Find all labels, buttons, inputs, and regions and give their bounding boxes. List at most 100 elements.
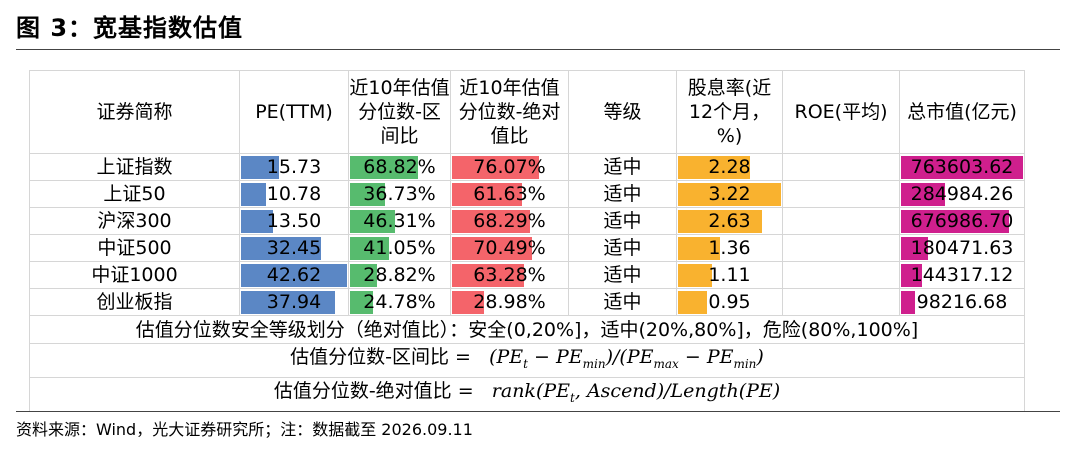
dividend-cell-value: 1.11 [708, 264, 751, 286]
formula-abs: 估值分位数-绝对值比 = rank(PEt, Ascend)/Length(PE… [29, 376, 1025, 412]
level-cell: 适中 [568, 234, 677, 262]
dividend-cell: 3.22 [676, 180, 783, 208]
table-row: 沪深300 13.50 46.31% 68.29% 适中 2.63 676986.70 [29, 207, 1025, 235]
market-cap-cell-bar [901, 237, 929, 260]
top-rule [16, 49, 1060, 50]
range-percentile-cell: 28.82% [348, 261, 451, 289]
dividend-cell: 1.36 [676, 234, 783, 262]
range-percentile-cell-value: 68.82% [363, 156, 436, 178]
abs-percentile-cell: 68.29% [450, 207, 569, 235]
abs-percentile-cell-value: 70.49% [473, 237, 546, 259]
header-market-cap: 总市值(亿元) [899, 70, 1025, 154]
range-percentile-cell: 46.31% [348, 207, 451, 235]
abs-percentile-cell-value: 63.28% [473, 264, 546, 286]
range-percentile-cell-bar [350, 156, 418, 179]
index-name: 上证50 [29, 180, 240, 208]
header-dividend: 股息率(近12个月，%) [676, 70, 783, 154]
header-level: 等级 [568, 70, 677, 154]
abs-percentile-cell: 76.07% [450, 153, 569, 181]
market-cap-cell-bar [901, 291, 915, 314]
pe-cell-bar [241, 237, 322, 260]
abs-percentile-cell: 63.28% [450, 261, 569, 289]
table-row: 中证500 32.45 41.05% 70.49% 适中 1.36 180471.63 [29, 234, 1025, 262]
range-percentile-cell-bar [350, 210, 395, 233]
dividend-cell-bar [678, 210, 762, 233]
table-row: 上证50 10.78 36.73% 61.63% 适中 3.22 284984.26 [29, 180, 1025, 208]
roe-cell [782, 288, 900, 316]
index-name: 上证指数 [29, 153, 240, 181]
range-percentile-cell: 24.78% [348, 288, 451, 316]
range-percentile-cell-bar [350, 291, 374, 314]
dividend-cell-bar [678, 291, 707, 314]
header-roe: ROE(平均) [782, 70, 900, 154]
market-cap-cell-value: 763603.62 [910, 156, 1014, 178]
grading-note-row: 估值分位数安全等级划分（绝对值比）：安全(0,20%]，适中(20%,80%]，… [29, 315, 1025, 344]
abs-percentile-cell-bar [452, 183, 523, 206]
index-name: 中证1000 [29, 261, 240, 289]
dividend-cell-value: 2.63 [708, 210, 751, 232]
abs-percentile-cell: 28.98% [450, 288, 569, 316]
range-percentile-cell: 36.73% [348, 180, 451, 208]
market-cap-cell: 98216.68 [899, 288, 1025, 316]
abs-percentile-cell: 61.63% [450, 180, 569, 208]
pe-cell-value: 42.62 [266, 264, 322, 286]
dividend-cell: 2.63 [676, 207, 783, 235]
market-cap-cell: 763603.62 [899, 153, 1025, 181]
pe-cell-bar [241, 210, 274, 233]
range-percentile-cell-value: 28.82% [363, 264, 436, 286]
pe-cell-value: 37.94 [266, 291, 322, 313]
formula-range-expr: (PEt − PEmin)/(PEmax − PEmin) [477, 346, 764, 371]
pe-cell: 15.73 [239, 153, 349, 181]
index-name: 沪深300 [29, 207, 240, 235]
formula-row-2: 估值分位数-绝对值比 = rank(PEt, Ascend)/Length(PE… [29, 376, 1025, 412]
dividend-cell-bar [678, 264, 713, 287]
abs-percentile-cell-bar [452, 210, 530, 233]
range-percentile-cell-bar [350, 237, 390, 260]
market-cap-cell-bar [901, 156, 1023, 179]
level-cell: 适中 [568, 261, 677, 289]
market-cap-cell: 180471.63 [899, 234, 1025, 262]
abs-percentile-cell-bar [452, 264, 525, 287]
dividend-cell-value: 1.36 [708, 237, 751, 259]
abs-percentile-cell-value: 61.63% [473, 183, 546, 205]
abs-percentile-cell-bar [452, 156, 539, 179]
pe-cell: 42.62 [239, 261, 349, 289]
pe-cell-bar [241, 183, 267, 206]
valuation-table: 证券简称 PE(TTM) 近10年估值分位数-区间比 近10年估值分位数-绝对值… [29, 70, 1025, 412]
market-cap-cell-bar [901, 183, 946, 206]
table-row: 中证1000 42.62 28.82% 63.28% 适中 1.11 144317.12 [29, 261, 1025, 289]
range-percentile-cell-value: 24.78% [363, 291, 436, 313]
roe-cell [782, 234, 900, 262]
formula-range-label: 估值分位数-区间比 = [290, 346, 471, 368]
range-percentile-cell-bar [350, 264, 378, 287]
pe-cell-bar [241, 264, 347, 287]
range-percentile-cell: 41.05% [348, 234, 451, 262]
pe-cell: 10.78 [239, 180, 349, 208]
dividend-cell: 2.28 [676, 153, 783, 181]
abs-percentile-cell-value: 68.29% [473, 210, 546, 232]
market-cap-cell-bar [901, 264, 923, 287]
abs-percentile-cell-value: 28.98% [473, 291, 546, 313]
source-note: 资料来源：Wind，光大证券研究所；注：数据截至 2026.09.11 [16, 420, 473, 439]
dividend-cell-value: 2.28 [708, 156, 751, 178]
abs-percentile-cell-value: 76.07% [473, 156, 546, 178]
market-cap-cell-value: 98216.68 [916, 291, 1008, 313]
market-cap-cell: 676986.70 [899, 207, 1025, 235]
grading-note: 估值分位数安全等级划分（绝对值比）：安全(0,20%]，适中(20%,80%]，… [29, 315, 1025, 344]
market-cap-cell: 144317.12 [899, 261, 1025, 289]
header-row: 证券简称 PE(TTM) 近10年估值分位数-区间比 近10年估值分位数-绝对值… [29, 70, 1025, 154]
dividend-cell-bar [678, 237, 721, 260]
roe-cell [782, 261, 900, 289]
level-cell: 适中 [568, 153, 677, 181]
pe-cell-value: 10.78 [266, 183, 322, 205]
market-cap-cell-value: 284984.26 [910, 183, 1014, 205]
pe-cell: 32.45 [239, 234, 349, 262]
pe-cell-bar [241, 156, 279, 179]
range-percentile-cell-value: 46.31% [363, 210, 436, 232]
market-cap-cell: 284984.26 [899, 180, 1025, 208]
pe-cell-bar [241, 291, 336, 314]
market-cap-cell-value: 180471.63 [910, 237, 1014, 259]
level-cell: 适中 [568, 288, 677, 316]
roe-cell [782, 153, 900, 181]
dividend-cell: 1.11 [676, 261, 783, 289]
